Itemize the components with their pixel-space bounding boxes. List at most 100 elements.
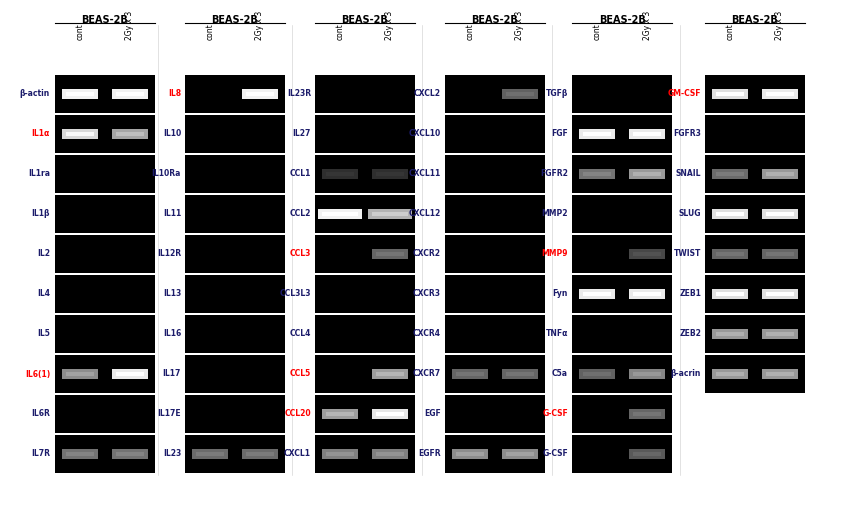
Bar xyxy=(505,452,534,456)
Text: IL23: IL23 xyxy=(163,449,181,459)
Text: CXCL12: CXCL12 xyxy=(409,210,441,219)
Bar xyxy=(572,155,672,193)
Bar xyxy=(246,92,275,96)
Bar xyxy=(55,315,155,353)
Bar xyxy=(629,129,665,139)
Text: CCL3: CCL3 xyxy=(290,249,311,259)
Bar xyxy=(633,412,661,416)
Bar xyxy=(315,395,415,433)
Text: Fyn: Fyn xyxy=(553,289,568,298)
Bar xyxy=(633,372,661,376)
Bar xyxy=(112,448,148,460)
Text: BEAS-2B: BEAS-2B xyxy=(342,15,388,25)
Bar xyxy=(372,448,408,460)
Bar xyxy=(372,369,408,379)
Bar xyxy=(65,92,94,96)
Text: EGF: EGF xyxy=(424,410,441,419)
Bar xyxy=(762,209,798,219)
Bar xyxy=(242,448,278,460)
Bar xyxy=(766,252,795,256)
Text: CXCR4: CXCR4 xyxy=(413,329,441,338)
Bar xyxy=(315,115,415,153)
Bar xyxy=(762,169,798,179)
Bar xyxy=(376,452,404,456)
Bar xyxy=(766,332,795,336)
Bar xyxy=(368,209,412,219)
Bar xyxy=(629,289,665,299)
Text: CCL1: CCL1 xyxy=(290,170,311,178)
Text: CCL2: CCL2 xyxy=(290,210,311,219)
Bar xyxy=(629,169,665,179)
Bar xyxy=(318,209,362,219)
Text: C5a: C5a xyxy=(552,370,568,379)
Bar xyxy=(712,248,748,260)
Text: IL16: IL16 xyxy=(163,329,181,338)
Text: IL13: IL13 xyxy=(163,289,181,298)
Bar xyxy=(445,275,545,313)
Bar xyxy=(445,235,545,273)
Bar xyxy=(583,132,611,136)
Bar xyxy=(579,129,615,139)
Text: CCL20: CCL20 xyxy=(284,410,311,419)
Text: 2Gy x 3: 2Gy x 3 xyxy=(126,11,135,40)
Bar xyxy=(55,195,155,233)
Bar xyxy=(705,235,805,273)
Bar xyxy=(762,289,798,299)
Text: cont: cont xyxy=(336,23,344,40)
Bar xyxy=(629,409,665,419)
Bar xyxy=(572,315,672,353)
Text: cont: cont xyxy=(466,23,475,40)
Bar xyxy=(572,395,672,433)
Bar xyxy=(502,89,538,99)
Text: FGFR2: FGFR2 xyxy=(540,170,568,178)
Text: 2Gy x 3: 2Gy x 3 xyxy=(255,11,265,40)
Bar xyxy=(376,412,404,416)
Bar xyxy=(629,248,665,260)
Bar xyxy=(55,75,155,113)
Bar xyxy=(766,172,795,176)
Bar xyxy=(55,115,155,153)
Bar xyxy=(452,369,488,379)
Bar xyxy=(455,452,484,456)
Bar xyxy=(766,92,795,96)
Text: IL6(1): IL6(1) xyxy=(25,370,50,379)
Bar xyxy=(712,209,748,219)
Bar xyxy=(185,115,285,153)
Text: CXCR2: CXCR2 xyxy=(413,249,441,259)
Bar xyxy=(505,372,534,376)
Text: CXCR3: CXCR3 xyxy=(413,289,441,298)
Bar xyxy=(55,275,155,313)
Bar xyxy=(115,132,144,136)
Bar xyxy=(322,169,358,179)
Bar xyxy=(633,292,661,296)
Bar xyxy=(633,252,661,256)
Text: CXCL2: CXCL2 xyxy=(414,89,441,98)
Bar xyxy=(376,172,404,176)
Bar xyxy=(315,315,415,353)
Bar xyxy=(712,169,748,179)
Bar xyxy=(115,452,144,456)
Bar xyxy=(55,155,155,193)
Bar xyxy=(315,235,415,273)
Bar xyxy=(112,89,148,99)
Text: CXCL11: CXCL11 xyxy=(409,170,441,178)
Bar xyxy=(762,369,798,379)
Bar xyxy=(315,435,415,473)
Bar xyxy=(326,452,354,456)
Bar xyxy=(445,355,545,393)
Bar xyxy=(583,172,611,176)
Bar xyxy=(185,395,285,433)
Bar xyxy=(62,129,98,139)
Bar xyxy=(326,172,354,176)
Bar xyxy=(65,452,94,456)
Text: CXCR7: CXCR7 xyxy=(413,370,441,379)
Bar xyxy=(705,275,805,313)
Text: IL27: IL27 xyxy=(293,129,311,138)
Bar xyxy=(65,372,94,376)
Bar xyxy=(502,448,538,460)
Text: 2Gy x 3: 2Gy x 3 xyxy=(386,11,394,40)
Text: cont: cont xyxy=(593,23,601,40)
Bar xyxy=(455,372,484,376)
Text: cont: cont xyxy=(75,23,85,40)
Text: IL1α: IL1α xyxy=(31,129,50,138)
